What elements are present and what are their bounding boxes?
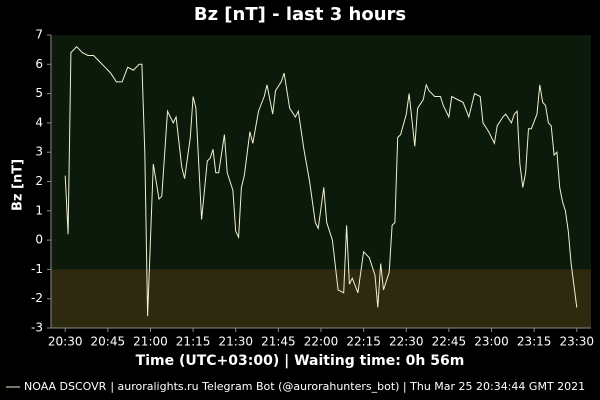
shaded-band bbox=[51, 269, 591, 328]
legend-label: NOAA DSCOVR bbox=[24, 380, 107, 393]
y-tick-label: 5 bbox=[35, 86, 43, 100]
y-tick-label: -1 bbox=[31, 262, 43, 276]
y-tick-label: -2 bbox=[31, 291, 43, 305]
x-tick-label: 21:15 bbox=[176, 335, 211, 349]
x-tick-label: 22:15 bbox=[346, 335, 381, 349]
chart-title: Bz [nT] - last 3 hours bbox=[194, 4, 406, 25]
x-tick-label: 23:00 bbox=[474, 335, 509, 349]
x-tick-label: 21:45 bbox=[261, 335, 296, 349]
y-tick-label: 0 bbox=[35, 233, 43, 247]
y-tick-label: 4 bbox=[35, 115, 43, 129]
y-tick-label: 7 bbox=[35, 28, 43, 42]
y-axis-label: Bz [nT] bbox=[11, 159, 26, 211]
data-line bbox=[64, 45, 578, 317]
x-tick-label: 20:30 bbox=[48, 335, 83, 349]
footer: | auroralights.ru Telegram Bot (@aurorah… bbox=[110, 380, 585, 393]
x-tick-label: 23:15 bbox=[517, 335, 552, 349]
y-tick-label: 6 bbox=[35, 57, 43, 71]
x-tick-label: 23:30 bbox=[559, 335, 594, 349]
x-tick-label: 20:45 bbox=[91, 335, 126, 349]
x-tick-label: 21:30 bbox=[218, 335, 253, 349]
y-tick-label: -3 bbox=[31, 321, 43, 335]
y-tick-label: 1 bbox=[35, 203, 43, 217]
y-tick-label: 3 bbox=[35, 145, 43, 159]
x-tick-label: 21:00 bbox=[133, 335, 168, 349]
x-axis-label: Time (UTC+03:00) | Waiting time: 0h 56m bbox=[136, 353, 465, 369]
y-tick-label: 2 bbox=[35, 174, 43, 188]
x-tick-label: 22:00 bbox=[304, 335, 339, 349]
x-tick-label: 22:30 bbox=[389, 335, 424, 349]
x-tick-label: 22:45 bbox=[432, 335, 467, 349]
